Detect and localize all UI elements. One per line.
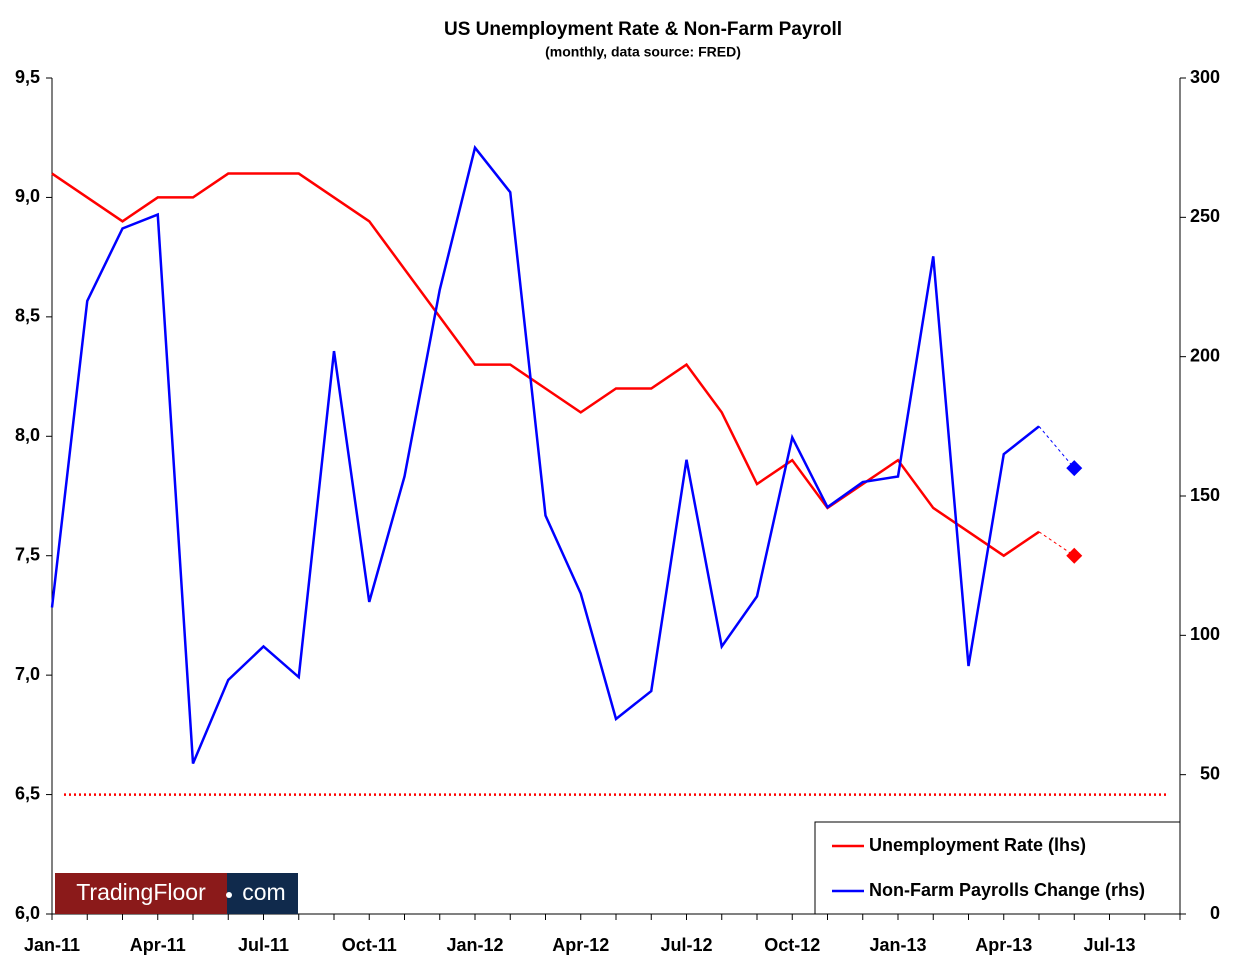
forecast-connector bbox=[1038, 531, 1075, 557]
x-tick-label: Oct-12 bbox=[764, 935, 820, 955]
x-tick-label: Apr-12 bbox=[552, 935, 609, 955]
x-tick-label: Jul-12 bbox=[660, 935, 712, 955]
y2-tick-label: 50 bbox=[1200, 763, 1220, 783]
series-line bbox=[50, 144, 1040, 765]
legend-label: Non-Farm Payrolls Change (rhs) bbox=[869, 880, 1145, 900]
y-tick-label: 9,0 bbox=[15, 186, 40, 206]
x-tick-label: Apr-11 bbox=[130, 935, 186, 955]
y2-tick-label: 300 bbox=[1190, 67, 1220, 87]
chart-subtitle: (monthly, data source: FRED) bbox=[545, 44, 741, 60]
y2-tick-label: 250 bbox=[1190, 206, 1220, 226]
logo-text: com bbox=[242, 879, 285, 905]
y2-tick-label: 200 bbox=[1190, 345, 1220, 365]
legend-label: Unemployment Rate (lhs) bbox=[869, 835, 1086, 855]
x-tick-label: Jan-12 bbox=[446, 935, 503, 955]
forecast-marker bbox=[1066, 460, 1083, 477]
y2-tick-label: 150 bbox=[1190, 485, 1220, 505]
logo-left bbox=[55, 873, 227, 914]
x-tick-label: Jul-13 bbox=[1083, 935, 1135, 955]
y-tick-label: 6,0 bbox=[15, 903, 40, 923]
x-tick-label: Jan-13 bbox=[869, 935, 926, 955]
y2-tick-label: 0 bbox=[1210, 903, 1220, 923]
logo: TradingFloor com bbox=[55, 873, 298, 914]
y-tick-label: 6,5 bbox=[15, 783, 40, 803]
y-tick-label: 8,0 bbox=[15, 425, 40, 445]
forecast-marker bbox=[1066, 547, 1083, 564]
x-tick-label: Oct-11 bbox=[342, 935, 397, 955]
logo-text: TradingFloor bbox=[76, 879, 206, 905]
chart-title: US Unemployment Rate & Non-Farm Payroll bbox=[444, 19, 842, 40]
y-tick-label: 8,5 bbox=[15, 306, 40, 326]
x-tick-label: Jan-11 bbox=[24, 935, 80, 955]
y-tick-label: 7,0 bbox=[15, 664, 40, 684]
legend-box bbox=[814, 821, 1181, 915]
forecast-connector bbox=[1038, 426, 1075, 469]
y2-tick-label: 100 bbox=[1190, 624, 1220, 644]
logo-right bbox=[227, 873, 298, 914]
x-tick-label: Apr-13 bbox=[975, 935, 1032, 955]
legend: Unemployment Rate (lhs) Non-Farm Payrolls… bbox=[814, 821, 1181, 915]
logo-dot bbox=[226, 892, 232, 898]
y-tick-label: 7,5 bbox=[15, 544, 40, 564]
series-line bbox=[51, 172, 1040, 558]
y-tick-label: 9,5 bbox=[15, 67, 40, 87]
x-tick-label: Jul-11 bbox=[238, 935, 289, 955]
